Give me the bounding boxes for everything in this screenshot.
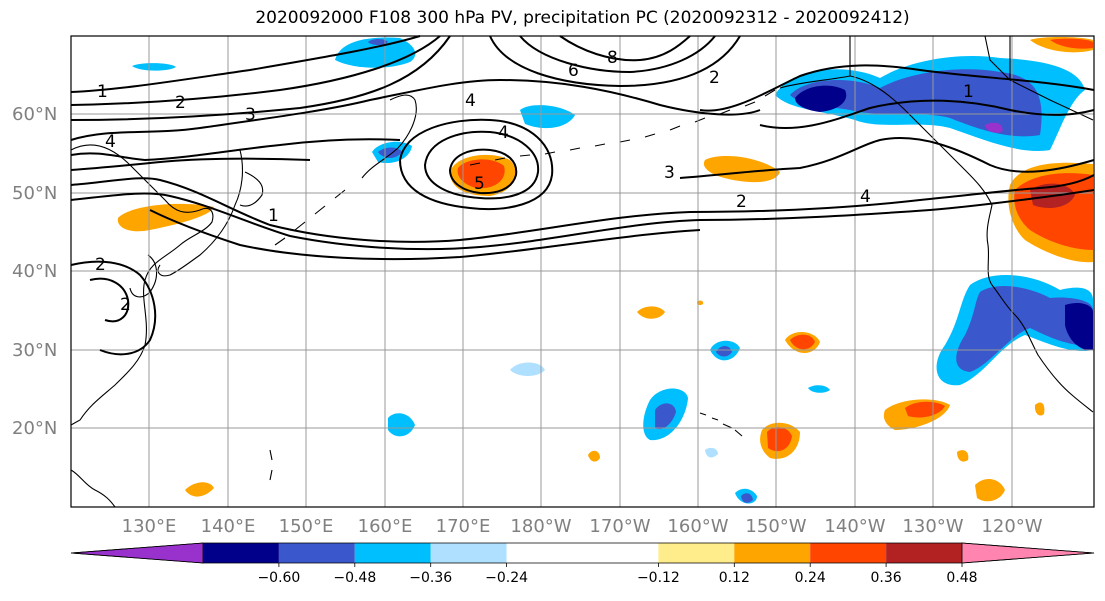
colorbar-bin [886,543,962,563]
latitude-labels: 60°N 50°N 40°N 30°N 20°N [12,104,57,439]
contour-label: 1 [268,206,279,226]
longitude-labels: 130°E 140°E 150°E 160°E 170°E 180°W 170°… [122,516,1043,537]
lon-label: 160°E [358,516,413,537]
lon-label: 160°W [667,516,728,537]
lat-label: 30°N [12,340,57,361]
lon-label: 130°W [902,516,963,537]
contour-label: 1 [963,82,974,102]
colorbar-tick-label: 0.48 [946,570,977,586]
colorbar-tick-label: 0.36 [871,570,902,586]
contour-label: 8 [607,48,618,68]
colorbar-tick-label: −0.24 [485,570,528,586]
colorbar-bin [354,543,431,563]
contour-label: 2 [120,295,131,315]
contour-label: 4 [105,132,116,152]
colorbar-bin [203,543,279,563]
colorbar-tick-label: −0.12 [637,570,680,586]
colorbar-bin [582,543,659,563]
gridlines [71,36,1094,507]
contour-label: 4 [498,123,509,143]
lon-label: 180°W [510,516,571,537]
colorbar-tick-label: −0.48 [333,570,376,586]
colorbar-tick-label: −0.60 [257,570,300,586]
lat-label: 20°N [12,418,57,439]
map-title: 2020092000 F108 300 hPa PV, precipitatio… [255,8,910,28]
contour-label: 2 [95,255,106,275]
colorbar-extend-high [961,542,1095,564]
contour-label: 2 [736,192,747,212]
lon-label: 170°W [589,516,650,537]
lat-label: 40°N [12,261,57,282]
colorbar-bin [430,543,507,563]
lon-label: 120°W [981,516,1042,537]
contour-label: 2 [175,93,186,113]
contour-label: 6 [568,61,579,81]
lon-label: 130°E [122,516,177,537]
colorbar-tick-label: 0.12 [719,570,750,586]
colorbar-outline [70,542,1095,564]
contour-label: 3 [664,163,675,183]
lat-label: 50°N [12,183,57,204]
colorbar-bin [278,543,355,563]
lon-label: 140°W [824,516,885,537]
lon-label: 140°E [201,516,256,537]
map-panel: 1 2 3 4 4 5 6 8 2 1 3 2 4 1 2 2 4 [70,35,1095,508]
lon-label: 150°E [279,516,334,537]
colorbar-bin [734,543,811,563]
lon-label: 170°E [436,516,491,537]
colorbar-extend-low [70,542,204,564]
lon-label: 150°W [745,516,806,537]
colorbar: −0.60 −0.48 −0.36 −0.24 −0.12 0.12 0.24 0.36 0.4… [70,542,1095,586]
map-frame [70,35,1095,508]
contour-label: 3 [245,105,256,125]
colorbar-tick-label: −0.36 [409,570,452,586]
contour-labels: 1 2 3 4 4 5 6 8 2 1 3 2 4 1 2 2 4 [95,48,974,315]
contour-label: 4 [860,187,871,207]
contour-label: 5 [474,174,485,194]
contour-label: 1 [97,82,108,102]
contour-label: 4 [465,91,476,111]
lat-label: 60°N [12,104,57,125]
colorbar-bin [810,543,887,563]
pv-contours [70,35,1095,356]
colorbar-bin [506,543,583,563]
contour-label: 2 [709,68,720,88]
colorbar-tick-label: 0.24 [795,570,826,586]
colorbar-bin [658,543,735,563]
